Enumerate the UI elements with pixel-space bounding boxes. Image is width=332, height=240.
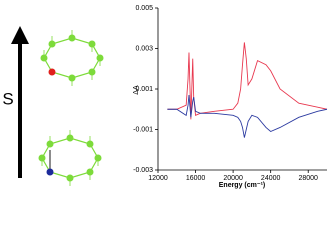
x-tick-label: 24000 [261, 175, 281, 182]
x-axis-label: Energy (cm⁻¹) [219, 182, 265, 189]
y-tick-label: -0.003 [133, 167, 153, 174]
spin-vectors [41, 30, 101, 186]
y-tick-label: 0.005 [135, 5, 153, 12]
x-tick-label: 16000 [186, 175, 206, 182]
y-axis-label: ΔA [133, 85, 140, 95]
x-tick-label: 20000 [223, 175, 243, 182]
spin-label: S [2, 89, 13, 108]
y-tick-label: -0.001 [133, 126, 153, 133]
y-tick-label: 0.001 [135, 86, 153, 93]
data-line [167, 95, 328, 138]
data-line [167, 42, 328, 120]
chart: ΔA Energy (cm⁻¹) [133, 85, 265, 189]
x-tick-label: 12000 [148, 175, 168, 182]
x-tick-label: 28000 [298, 175, 318, 182]
y-tick-label: 0.003 [135, 45, 153, 52]
spin-diagram: S [2, 26, 104, 186]
figure: S ΔA Energy (cm⁻¹) 0.005 0.003 0.001 [2, 5, 328, 189]
spin-arrow-head [11, 26, 29, 44]
atoms [38, 34, 104, 182]
